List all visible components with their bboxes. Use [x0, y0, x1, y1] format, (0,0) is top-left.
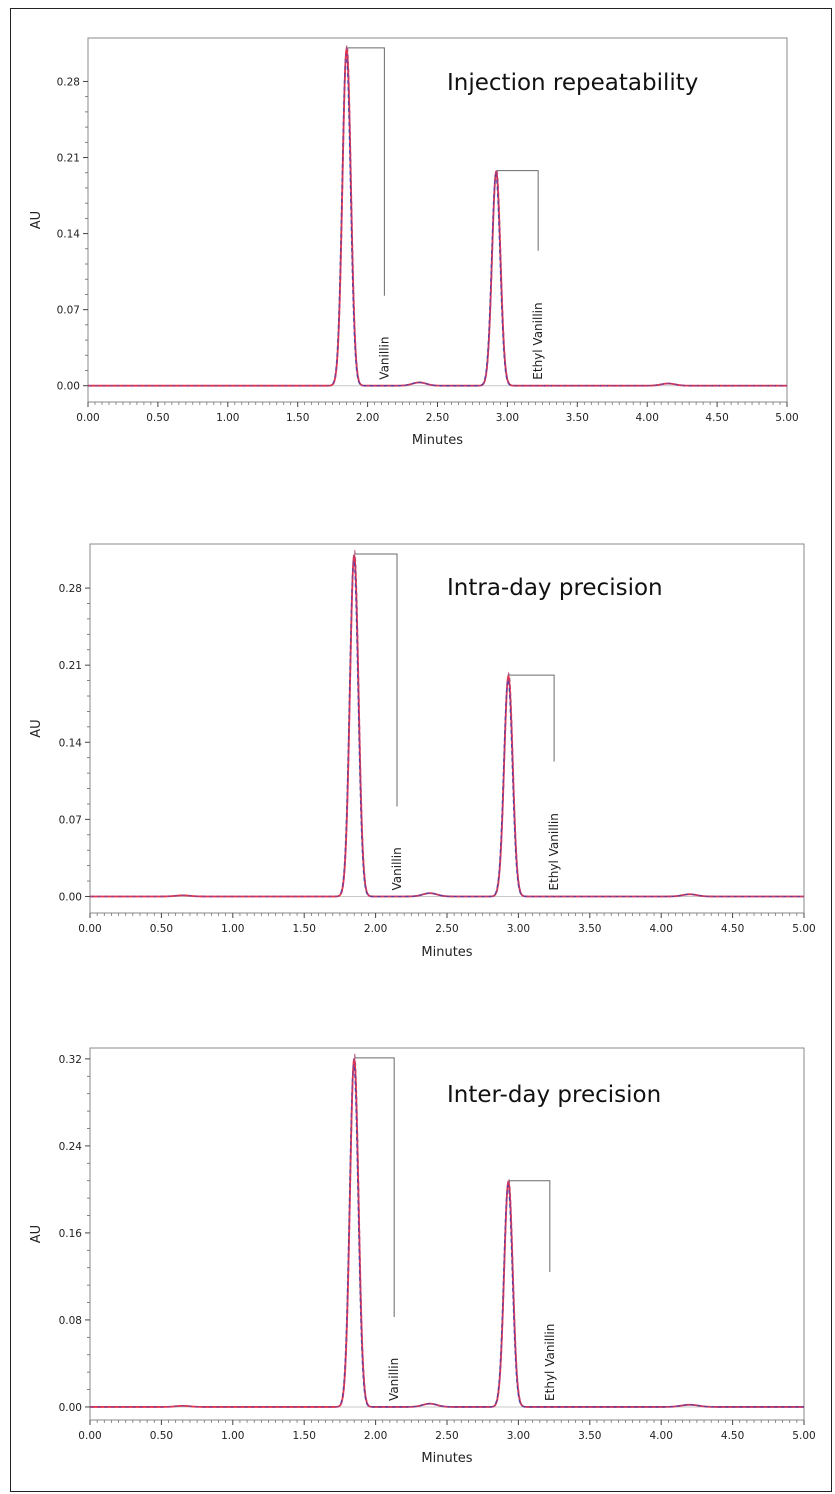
peak-label-bracket [508, 1180, 551, 1272]
x-tick-label: 4.50 [721, 923, 744, 935]
y-tick-label: 0.08 [59, 1315, 82, 1327]
peak-label: Vanillin [377, 337, 391, 380]
y-axis-label: AU [29, 1225, 44, 1243]
y-tick-label: 0.00 [57, 381, 80, 393]
peak-label-bracket [354, 553, 398, 807]
peak-label: Ethyl Vanillin [547, 813, 561, 890]
x-tick-label: 3.50 [566, 412, 589, 424]
x-tick-label: 5.00 [775, 412, 798, 424]
peak-label: Ethyl Vanillin [531, 302, 545, 379]
chromatogram-intra-day-precision: 0.00 0.07 0.14 0.21 0.28 0.00 0.50 1.00 1.50 2.00… [29, 543, 816, 960]
trace-line [88, 53, 787, 387]
y-tick-label: 0.32 [59, 1054, 82, 1066]
trace-line [90, 560, 804, 898]
peak-label-bracket [496, 170, 539, 251]
y-tick-label: 0.00 [59, 891, 82, 903]
y-tick-label: 0.28 [59, 583, 82, 595]
x-tick-label: 4.00 [636, 412, 659, 424]
y-tick-label: 0.21 [59, 660, 82, 672]
y-tick-label: 0.00 [59, 1402, 82, 1414]
x-tick-label: 0.00 [78, 923, 101, 935]
x-tick-label: 4.50 [705, 412, 728, 424]
x-tick-label: 2.00 [364, 1430, 387, 1442]
chart-title: Injection repeatability [447, 70, 698, 96]
y-tick-label: 0.16 [59, 1228, 83, 1240]
x-tick-label: 3.00 [496, 412, 519, 424]
peak-label-bracket [346, 47, 385, 296]
y-tick-label: 0.14 [57, 229, 81, 241]
y-tick-label: 0.07 [57, 305, 80, 317]
chart-title: Inter-day precision [447, 1082, 661, 1108]
y-tick-label: 0.24 [59, 1141, 83, 1153]
x-tick-label: 2.50 [435, 923, 458, 935]
x-tick-label: 1.50 [293, 923, 316, 935]
x-tick-label: 3.50 [578, 1430, 601, 1442]
x-tick-label: 3.00 [507, 923, 530, 935]
trace-line [90, 554, 804, 898]
x-tick-label: 1.50 [286, 412, 309, 424]
y-tick-label: 0.07 [59, 814, 82, 826]
x-axis-label: Minutes [421, 1451, 472, 1466]
x-tick-label: 0.50 [150, 923, 173, 935]
trace-line [90, 1063, 804, 1408]
chromatogram-injection-repeatability: 0.00 0.07 0.14 0.21 0.28 0.00 0.50 1.00 1.50 2.00… [29, 37, 799, 448]
y-tick-label: 0.21 [57, 153, 80, 165]
peak-label: Vanillin [390, 847, 404, 890]
y-axis-label: AU [29, 719, 44, 737]
x-axis-label: Minutes [412, 433, 463, 448]
x-tick-label: 4.50 [721, 1430, 744, 1442]
peak-label: Vanillin [387, 1358, 401, 1401]
x-tick-label: 0.00 [76, 412, 99, 424]
x-tick-label: 3.50 [578, 923, 601, 935]
x-tick-label: 1.00 [216, 412, 239, 424]
x-tick-label: 3.00 [507, 1430, 530, 1442]
x-tick-label: 4.00 [650, 1430, 673, 1442]
trace-line [88, 48, 787, 387]
y-tick-label: 0.28 [57, 76, 80, 88]
peak-label-bracket [354, 1057, 395, 1317]
x-tick-label: 5.00 [792, 923, 815, 935]
x-tick-label: 1.00 [221, 923, 244, 935]
trace-line [88, 43, 787, 387]
x-tick-label: 0.00 [78, 1430, 101, 1442]
x-axis-label: Minutes [421, 945, 472, 960]
chart-title: Intra-day precision [447, 575, 663, 601]
x-tick-label: 1.50 [293, 1430, 316, 1442]
figure-frame [10, 8, 832, 1492]
y-tick-label: 0.14 [59, 737, 83, 749]
trace-line [90, 1053, 804, 1408]
trace-line [90, 549, 804, 898]
x-tick-label: 5.00 [792, 1430, 815, 1442]
x-tick-label: 2.50 [435, 1430, 458, 1442]
trace-line [90, 1058, 804, 1408]
x-tick-label: 4.00 [650, 923, 673, 935]
x-tick-label: 0.50 [150, 1430, 173, 1442]
x-tick-label: 2.00 [364, 923, 387, 935]
y-axis-label: AU [29, 211, 44, 229]
peak-label: Ethyl Vanillin [543, 1324, 557, 1401]
x-tick-label: 2.50 [426, 412, 449, 424]
x-tick-label: 0.50 [146, 412, 169, 424]
x-tick-label: 1.00 [221, 1430, 244, 1442]
x-tick-label: 2.00 [356, 412, 379, 424]
chromatogram-inter-day-precision: 0.00 0.08 0.16 0.24 0.32 0.00 0.50 1.00 1.50 2.00… [29, 1047, 816, 1466]
peak-label-bracket [508, 674, 555, 762]
